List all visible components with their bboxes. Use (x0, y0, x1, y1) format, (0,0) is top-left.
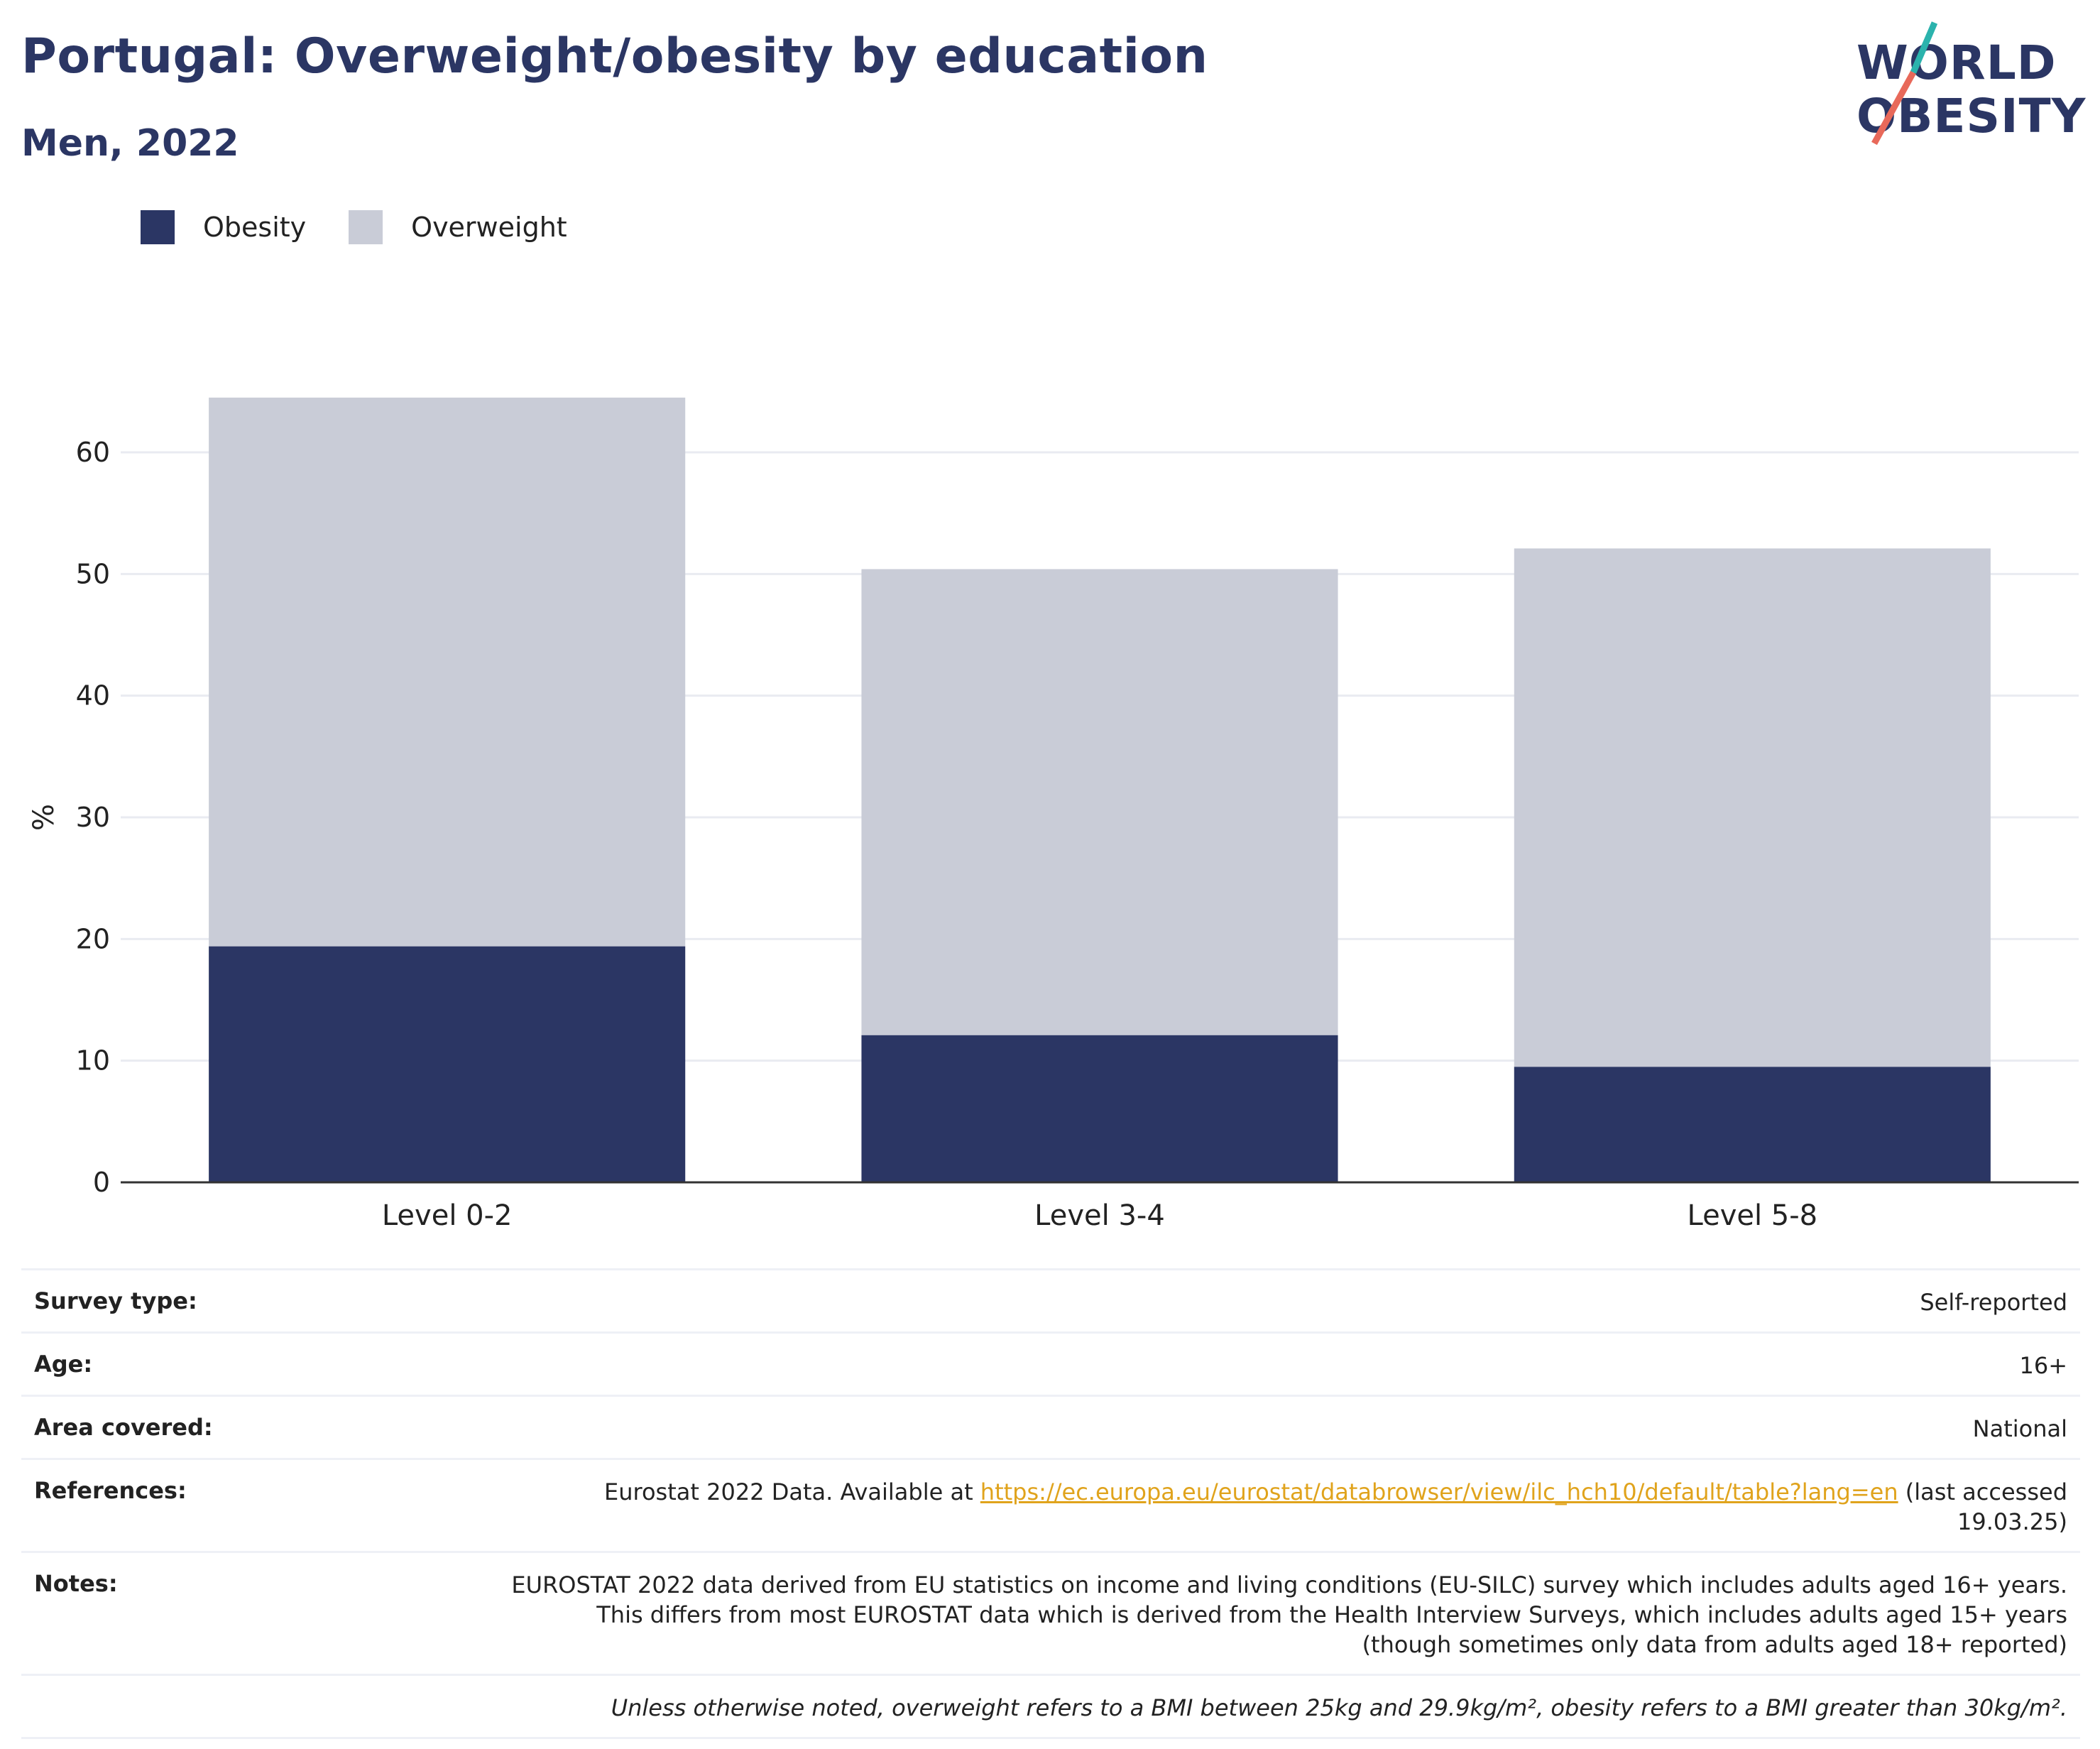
info-label: Age: (34, 1351, 93, 1378)
info-row-area: Area covered: National (21, 1395, 2080, 1458)
bar-obesity-0[interactable] (209, 946, 686, 1182)
references-prefix: Eurostat 2022 Data. Available at (604, 1478, 980, 1505)
legend-swatch-overweight (349, 210, 383, 244)
chart-title: Portugal: Overweight/obesity by educatio… (21, 28, 1208, 85)
footnote-text: Unless otherwise noted, overweight refer… (611, 1694, 2067, 1721)
bar-overweight-1[interactable] (861, 569, 1338, 1035)
info-row-age: Age: 16+ (21, 1331, 2080, 1395)
y-axis-label: % (28, 804, 60, 831)
chart-axes: 0 10 20 30 40 50 60% Level 0-2 Level 3-4 Level 5-… (28, 437, 2079, 1232)
bar-overweight-0[interactable] (209, 397, 686, 947)
bar-chart: 0 10 20 30 40 50 60% Level 0-2 Level 3-4 Level 5-… (28, 397, 2079, 1232)
x-tick-label: Level 0-2 (382, 1199, 513, 1232)
legend-item-overweight[interactable]: Overweight (349, 210, 567, 244)
y-tick-label: 40 (76, 680, 110, 712)
info-label: Notes: (34, 1570, 118, 1597)
bar-obesity-2[interactable] (1514, 1067, 1991, 1182)
legend-item-obesity[interactable]: Obesity (141, 210, 306, 244)
info-table: Survey type: Self-reported Age: 16+ Area… (21, 1268, 2080, 1739)
references-value: Eurostat 2022 Data. Available at https:/… (505, 1477, 2067, 1537)
info-row-notes: Notes: EUROSTAT 2022 data derived from E… (21, 1551, 2080, 1674)
info-row-references: References: Eurostat 2022 Data. Availabl… (21, 1458, 2080, 1551)
references-link[interactable]: https://ec.europa.eu/eurostat/databrowse… (980, 1478, 1898, 1505)
chart-subtitle: Men, 2022 (21, 122, 239, 165)
y-tick-label: 60 (76, 437, 110, 468)
x-tick-label: Level 3-4 (1034, 1199, 1165, 1232)
references-suffix: (last accessed 19.03.25) (1898, 1478, 2067, 1535)
info-value: Self-reported (1920, 1289, 2067, 1316)
y-tick-label: 20 (76, 923, 110, 954)
info-label: Area covered: (34, 1414, 213, 1441)
chart-bars (209, 397, 1991, 1182)
info-label: References: (34, 1477, 187, 1504)
info-label: Survey type: (34, 1287, 197, 1314)
legend-label-obesity: Obesity (203, 212, 307, 243)
info-value: National (1972, 1415, 2067, 1442)
logo-line-2: OBESITY (1856, 89, 2087, 143)
info-value: 16+ (2019, 1352, 2067, 1379)
bar-obesity-1[interactable] (861, 1035, 1338, 1182)
y-tick-label: 10 (76, 1045, 110, 1077)
chart-legend: Obesity Overweight (141, 210, 596, 244)
y-tick-label: 30 (76, 802, 110, 833)
y-tick-label: 0 (93, 1167, 110, 1198)
logo-slash-icon (1871, 21, 1938, 146)
bar-overweight-2[interactable] (1514, 548, 1991, 1067)
world-obesity-logo: WORLD OBESITY (1846, 21, 2085, 149)
legend-label-overweight: Overweight (411, 212, 567, 243)
legend-swatch-obesity (141, 210, 175, 244)
x-tick-label: Level 5-8 (1688, 1199, 1818, 1232)
info-value: EUROSTAT 2022 data derived from EU stati… (511, 1571, 2067, 1658)
logo-line-1: WORLD (1856, 36, 2057, 90)
y-tick-label: 50 (76, 558, 110, 589)
info-row-survey-type: Survey type: Self-reported (21, 1268, 2080, 1331)
info-footnote: Unless otherwise noted, overweight refer… (21, 1674, 2080, 1739)
